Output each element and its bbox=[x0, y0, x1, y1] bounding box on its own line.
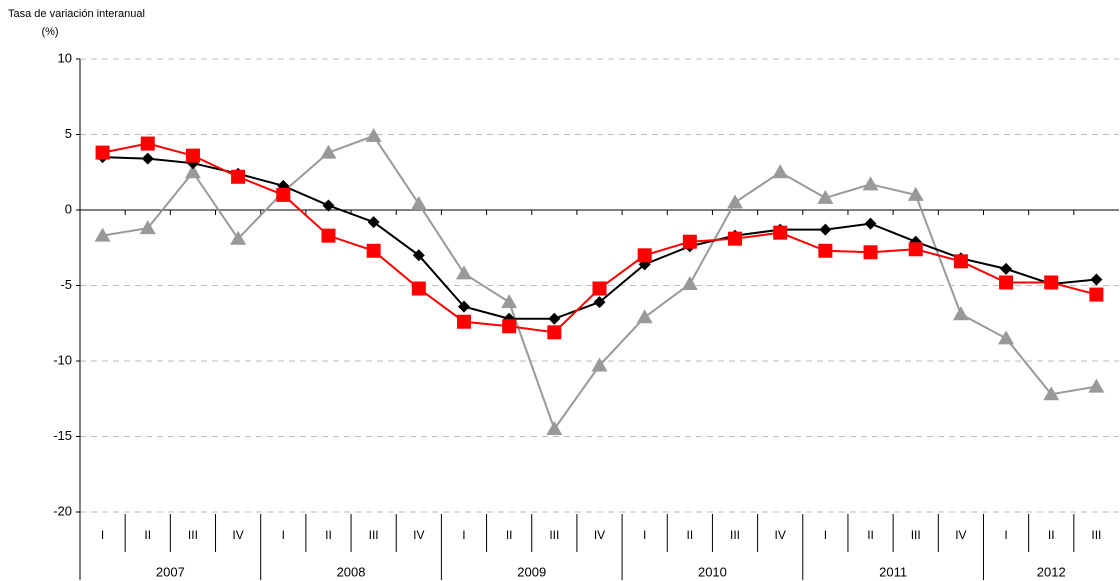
y-tick-label: -5 bbox=[60, 277, 72, 292]
quarter-label: III bbox=[369, 528, 379, 542]
marker bbox=[727, 194, 744, 209]
marker bbox=[636, 309, 653, 324]
quarter-label: II bbox=[325, 528, 332, 542]
marker bbox=[230, 230, 247, 245]
quarter-label: III bbox=[549, 528, 559, 542]
marker bbox=[1044, 275, 1059, 290]
year-label: 2010 bbox=[698, 564, 727, 579]
quarter-label: III bbox=[188, 528, 198, 542]
quarter-label: IV bbox=[232, 528, 243, 542]
marker bbox=[772, 164, 789, 179]
marker bbox=[410, 195, 427, 210]
chart-title: Tasa de variación interanual bbox=[8, 8, 145, 20]
marker bbox=[457, 300, 470, 313]
marker bbox=[411, 281, 426, 296]
marker bbox=[592, 281, 607, 296]
marker bbox=[907, 186, 924, 201]
marker bbox=[591, 357, 608, 372]
marker bbox=[819, 223, 832, 236]
marker bbox=[95, 145, 110, 160]
marker bbox=[94, 227, 111, 242]
quarter-label: IV bbox=[775, 528, 786, 542]
year-label: 2011 bbox=[879, 564, 907, 579]
marker bbox=[1090, 273, 1103, 286]
marker bbox=[456, 314, 471, 329]
y-tick-label: 0 bbox=[65, 201, 72, 216]
marker bbox=[953, 254, 968, 269]
marker bbox=[231, 169, 246, 184]
y-tick-label: -10 bbox=[53, 352, 72, 367]
marker bbox=[185, 148, 200, 163]
quarter-label: I bbox=[101, 528, 104, 542]
marker bbox=[320, 144, 337, 159]
marker bbox=[998, 330, 1015, 345]
quarter-label: I bbox=[643, 528, 646, 542]
marker bbox=[593, 296, 606, 309]
marker bbox=[412, 249, 425, 262]
year-label: 2009 bbox=[517, 564, 546, 579]
marker bbox=[548, 312, 561, 325]
quarter-label: I bbox=[462, 528, 465, 542]
quarter-label: I bbox=[824, 528, 827, 542]
marker bbox=[321, 228, 336, 243]
y-tick-label: 5 bbox=[65, 126, 72, 141]
quarter-label: I bbox=[282, 528, 285, 542]
quarter-label: IV bbox=[955, 528, 966, 542]
marker bbox=[501, 294, 518, 309]
marker bbox=[862, 176, 879, 191]
marker bbox=[366, 243, 381, 258]
quarter-label: II bbox=[1048, 528, 1055, 542]
quarter-label: II bbox=[144, 528, 151, 542]
marker bbox=[140, 136, 155, 151]
year-label: 2012 bbox=[1037, 564, 1066, 579]
y-tick-label: 10 bbox=[58, 50, 72, 65]
marker bbox=[952, 306, 969, 321]
marker bbox=[1000, 262, 1013, 275]
quarter-label: I bbox=[1004, 528, 1007, 542]
marker bbox=[322, 199, 335, 212]
marker bbox=[773, 225, 788, 240]
marker bbox=[999, 275, 1014, 290]
quarter-label: III bbox=[911, 528, 921, 542]
marker bbox=[682, 234, 697, 249]
y-tick-label: -15 bbox=[53, 428, 72, 443]
marker bbox=[637, 248, 652, 263]
quarter-label: II bbox=[687, 528, 694, 542]
marker bbox=[681, 275, 698, 290]
marker bbox=[141, 152, 154, 165]
marker bbox=[184, 164, 201, 179]
year-label: 2007 bbox=[156, 564, 185, 579]
marker bbox=[365, 128, 382, 143]
quarter-label: II bbox=[867, 528, 874, 542]
marker bbox=[1043, 386, 1060, 401]
marker bbox=[546, 420, 563, 435]
marker bbox=[502, 319, 517, 334]
y-tick-label: -20 bbox=[53, 503, 72, 518]
marker bbox=[864, 217, 877, 230]
marker bbox=[547, 325, 562, 340]
quarter-label: II bbox=[506, 528, 513, 542]
quarter-label: III bbox=[1091, 528, 1101, 542]
marker bbox=[1088, 378, 1105, 393]
quarter-label: IV bbox=[413, 528, 424, 542]
marker bbox=[1089, 287, 1104, 302]
quarter-label: IV bbox=[594, 528, 605, 542]
marker bbox=[728, 231, 743, 246]
marker bbox=[908, 242, 923, 257]
marker bbox=[367, 216, 380, 229]
year-label: 2008 bbox=[337, 564, 366, 579]
unit-label: (%) bbox=[41, 26, 58, 38]
marker bbox=[276, 187, 291, 202]
quarter-label: III bbox=[730, 528, 740, 542]
marker bbox=[455, 265, 472, 280]
marker bbox=[139, 220, 156, 235]
marker bbox=[817, 189, 834, 204]
marker bbox=[818, 243, 833, 258]
marker bbox=[863, 245, 878, 260]
